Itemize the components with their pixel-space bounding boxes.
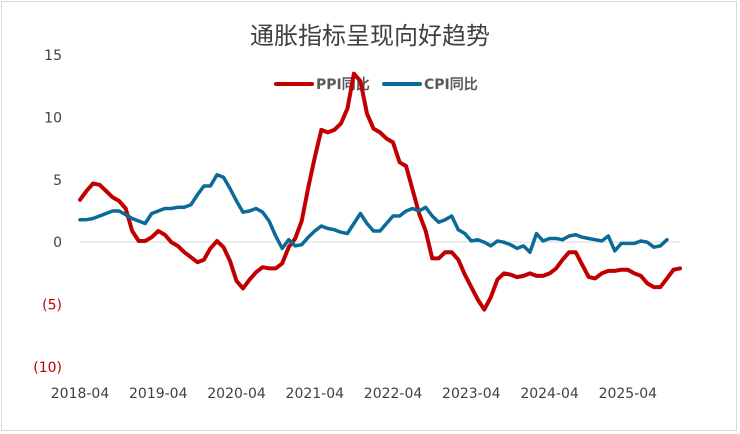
y-tick-label: 5 — [53, 173, 62, 189]
cpi-series-line — [78, 173, 669, 254]
legend: PPI同比 CPI同比 — [274, 76, 478, 93]
x-axis-ticks: 2018-04 2019-04 2020-04 2021-04 2022-04 2023-… — [51, 386, 657, 402]
y-axis-ticks: 15 10 5 0 (5) (10) — [33, 48, 62, 376]
x-tick-label: 2018-04 — [51, 386, 110, 402]
x-tick-label: 2024-04 — [520, 386, 579, 402]
x-tick-label: 2023-04 — [442, 386, 501, 402]
x-tick-label: 2020-04 — [207, 386, 266, 402]
legend-label-cpi: CPI同比 — [424, 76, 478, 93]
chart-title: 通胀指标呈现向好趋势 — [250, 22, 490, 50]
x-tick-label: 2022-04 — [364, 386, 423, 402]
y-tick-label: 10 — [44, 110, 62, 126]
legend-label-ppi: PPI同比 — [316, 76, 370, 93]
x-tick-label: 2021-04 — [286, 386, 345, 402]
series-layer — [78, 71, 682, 312]
x-tick-label: 2019-04 — [129, 386, 188, 402]
ppi-series-line — [78, 71, 682, 312]
x-tick-label: 2025-04 — [599, 386, 658, 402]
y-tick-label: 0 — [53, 235, 62, 251]
y-tick-label: (5) — [42, 298, 62, 314]
y-tick-label: (10) — [33, 360, 62, 376]
y-tick-label: 15 — [44, 48, 62, 64]
